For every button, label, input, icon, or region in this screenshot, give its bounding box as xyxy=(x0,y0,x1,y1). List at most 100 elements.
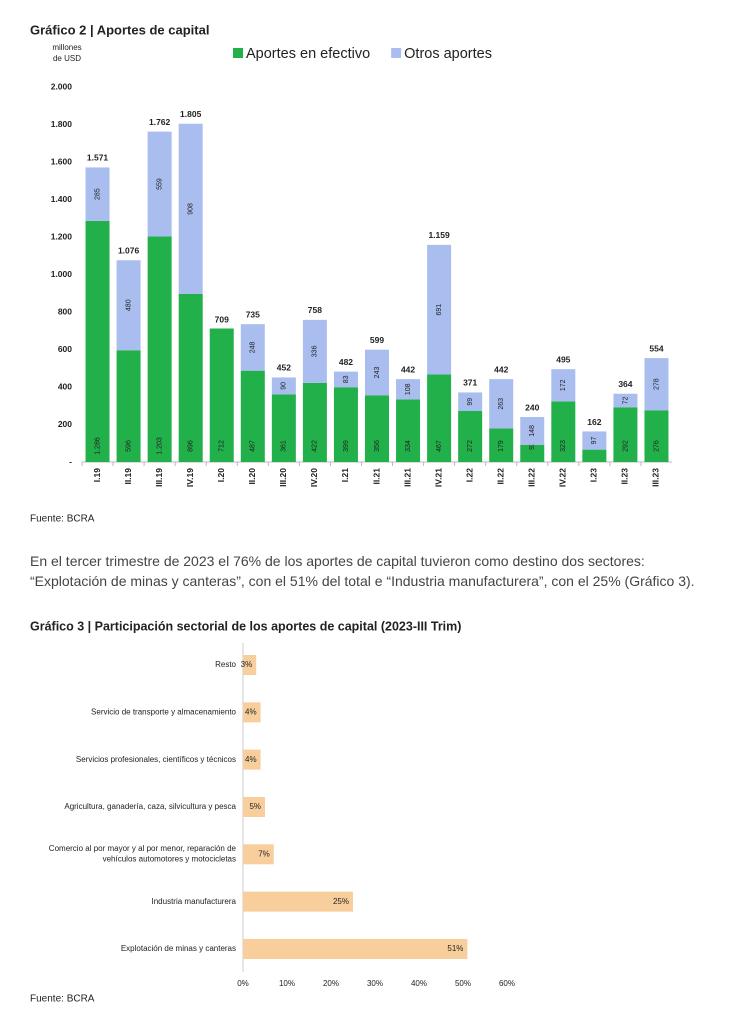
segment-label: 108 xyxy=(405,383,412,395)
value-label: 5% xyxy=(249,802,261,811)
total-label: 709 xyxy=(215,314,229,324)
x-tick-label: 40% xyxy=(411,979,427,988)
segment-label: 559 xyxy=(156,178,163,190)
bar-segment xyxy=(365,395,389,462)
bar-segment xyxy=(302,382,327,462)
bar-segment xyxy=(582,449,607,462)
bar-segment xyxy=(178,123,203,294)
segment-label: 99 xyxy=(467,398,474,406)
bar-segment xyxy=(551,401,576,462)
x-tick-label: IV.20 xyxy=(309,468,319,487)
bar-segment xyxy=(271,394,296,462)
total-label: 442 xyxy=(401,364,415,374)
total-label: 482 xyxy=(339,357,353,367)
total-label: 1.159 xyxy=(428,230,450,240)
category-label: Industria manufacturera xyxy=(152,897,237,906)
category-label: Servicio de transporte y almacenamiento xyxy=(91,707,237,716)
bar xyxy=(243,891,353,912)
bar xyxy=(243,655,257,675)
total-label: 758 xyxy=(308,305,322,315)
x-tick-label: 50% xyxy=(455,979,471,988)
total-label: 162 xyxy=(587,417,601,427)
x-tick-label: 30% xyxy=(367,979,383,988)
segment-label: 248 xyxy=(250,341,257,353)
segment-label: 292 xyxy=(622,440,629,452)
bar-segment xyxy=(365,349,389,396)
x-tick-label: II.21 xyxy=(371,468,381,485)
y-tick-label: 1.400 xyxy=(51,194,73,204)
total-label: 735 xyxy=(246,309,260,319)
segment-label: 276 xyxy=(653,440,660,452)
segment-label: 272 xyxy=(467,440,474,452)
bar-segment xyxy=(582,431,607,450)
segment-label: 263 xyxy=(498,398,505,410)
x-tick-label: 60% xyxy=(499,979,515,988)
y-tick-label: 2.000 xyxy=(51,81,73,91)
bar-segment xyxy=(85,167,110,221)
value-label: 4% xyxy=(245,755,257,764)
value-label: 25% xyxy=(333,897,349,906)
x-tick-label: 0% xyxy=(237,979,249,988)
y-tick-label: 1.800 xyxy=(51,119,73,129)
bar xyxy=(243,702,261,723)
total-label: 1.571 xyxy=(87,153,109,163)
bar-segment xyxy=(240,370,265,462)
segment-label: 278 xyxy=(653,378,660,390)
bar-segment xyxy=(178,294,203,462)
segment-label: 422 xyxy=(312,440,319,452)
total-label: 240 xyxy=(525,402,539,412)
segment-label: 97 xyxy=(591,437,598,445)
total-label: 364 xyxy=(618,379,632,389)
bar-segment xyxy=(116,350,141,462)
segment-label: 285 xyxy=(94,188,101,200)
segment-label: 1.286 xyxy=(94,437,101,455)
x-tick-label: III.23 xyxy=(651,468,661,487)
segment-label: 83 xyxy=(343,375,350,383)
segment-label: 480 xyxy=(125,299,132,311)
value-label: 7% xyxy=(258,849,270,858)
total-label: 442 xyxy=(494,364,508,374)
segment-label: 712 xyxy=(219,440,226,452)
legend-swatch xyxy=(391,48,402,58)
category-label: Servicios profesionales, científicos y t… xyxy=(76,755,236,764)
segment-label: 596 xyxy=(125,440,132,452)
value-label: 3% xyxy=(241,660,253,669)
bar-segment xyxy=(427,244,452,375)
y-axis-label: de USD xyxy=(53,54,81,63)
segment-label: 467 xyxy=(436,440,443,452)
bar-segment xyxy=(396,399,421,462)
bar-segment xyxy=(613,407,638,462)
y-tick-label: 800 xyxy=(58,306,72,316)
bar-segment xyxy=(333,371,358,388)
bar-segment xyxy=(147,131,172,237)
total-label: 1.805 xyxy=(180,109,202,119)
bar-segment xyxy=(613,393,638,408)
segment-label: 92 xyxy=(529,442,536,450)
bar-segment xyxy=(85,220,110,462)
x-tick-label: III.21 xyxy=(402,468,412,487)
segment-label: 90 xyxy=(281,382,288,390)
x-tick-label: I.21 xyxy=(340,468,350,482)
y-tick-label: 600 xyxy=(58,344,72,354)
source: Fuente: BCRA xyxy=(30,514,95,525)
y-tick-label: 1.000 xyxy=(51,269,73,279)
value-label: 51% xyxy=(447,944,463,953)
source: Fuente: BCRA xyxy=(30,994,95,1005)
segment-label: 336 xyxy=(312,345,319,357)
x-tick-label: II.23 xyxy=(620,468,630,485)
x-tick-label: IV.22 xyxy=(558,468,568,487)
value-label: 4% xyxy=(245,707,257,716)
bar-segment xyxy=(458,392,483,411)
bar-segment xyxy=(520,444,545,462)
bar-segment xyxy=(240,324,265,371)
segment-label: 908 xyxy=(188,203,195,215)
x-tick-label: III.22 xyxy=(527,468,537,487)
legend-label: Otros aportes xyxy=(404,46,492,62)
segment-label: 356 xyxy=(374,440,381,452)
segment-label: 399 xyxy=(343,440,350,452)
bar-segment xyxy=(489,379,514,429)
x-tick-label: I.20 xyxy=(216,468,226,482)
x-tick-label: I.22 xyxy=(464,468,474,482)
x-tick-label: 10% xyxy=(279,979,295,988)
segment-label: 1.203 xyxy=(156,437,163,455)
